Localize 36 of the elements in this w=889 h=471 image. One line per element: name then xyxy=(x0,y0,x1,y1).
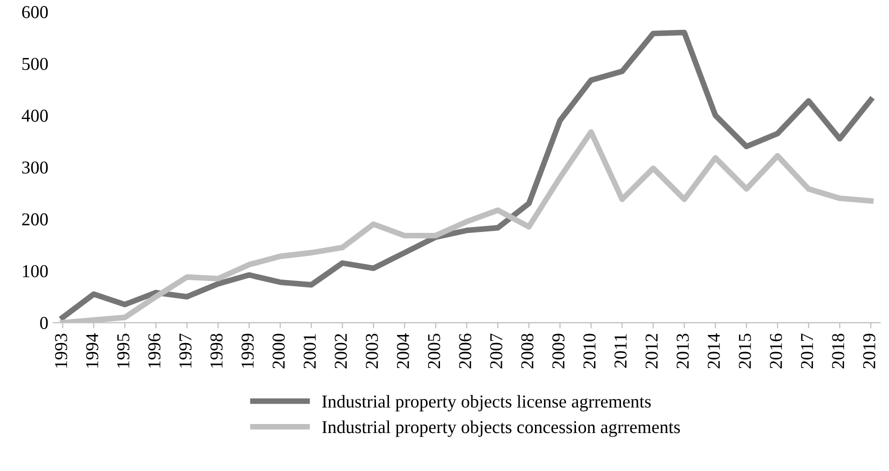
x-tick-label: 1994 xyxy=(86,333,98,368)
x-tick-label: 2012 xyxy=(646,334,658,368)
x-tick-label: 2018 xyxy=(832,334,844,368)
x-tick-label: 2000 xyxy=(272,334,285,368)
x-tick-label: 2005 xyxy=(428,334,440,368)
x-tick-label: 2013 xyxy=(676,334,689,368)
x-tick-label: 2004 xyxy=(396,333,410,368)
x-tick-label: 2015 xyxy=(738,334,751,368)
x-tick-label: 2001 xyxy=(304,334,316,368)
x-tick-label: 2008 xyxy=(521,334,534,368)
x-tick-label: 2009 xyxy=(552,334,564,368)
x-tick-label: 2003 xyxy=(366,334,378,368)
x-tick-label: 1997 xyxy=(179,334,192,368)
x-tick-label: 1995 xyxy=(117,334,130,368)
x-tick-label: 1996 xyxy=(148,334,160,368)
y-tick-label: 300 xyxy=(22,161,48,174)
legend-label: Industrial property objects concession agrrements xyxy=(322,420,680,437)
y-tick-label: 200 xyxy=(22,213,48,226)
y-tick-label: 600 xyxy=(22,6,48,18)
x-tick-label: 1993 xyxy=(55,334,68,368)
x-tick-label: 1999 xyxy=(242,334,254,368)
x-tick-label: 1998 xyxy=(210,334,223,368)
y-tick-label: 100 xyxy=(22,265,48,278)
y-tick-label: 500 xyxy=(22,58,48,70)
x-tick-label: 2011 xyxy=(614,334,627,368)
y-tick-label: 400 xyxy=(22,110,48,122)
x-tick-label: 2006 xyxy=(459,334,472,368)
x-tick-label: 2014 xyxy=(708,333,720,368)
legend-label: Industrial property objects license agrrements xyxy=(322,394,651,412)
x-tick-label: 2007 xyxy=(490,334,502,368)
x-tick-label: 2016 xyxy=(770,334,782,368)
x-tick-label: 2019 xyxy=(863,334,876,368)
y-tick-label: 0 xyxy=(40,316,48,330)
x-tick-label: 2002 xyxy=(334,334,347,368)
x-tick-label: 2010 xyxy=(583,334,596,368)
x-tick-label: 2017 xyxy=(800,334,814,368)
